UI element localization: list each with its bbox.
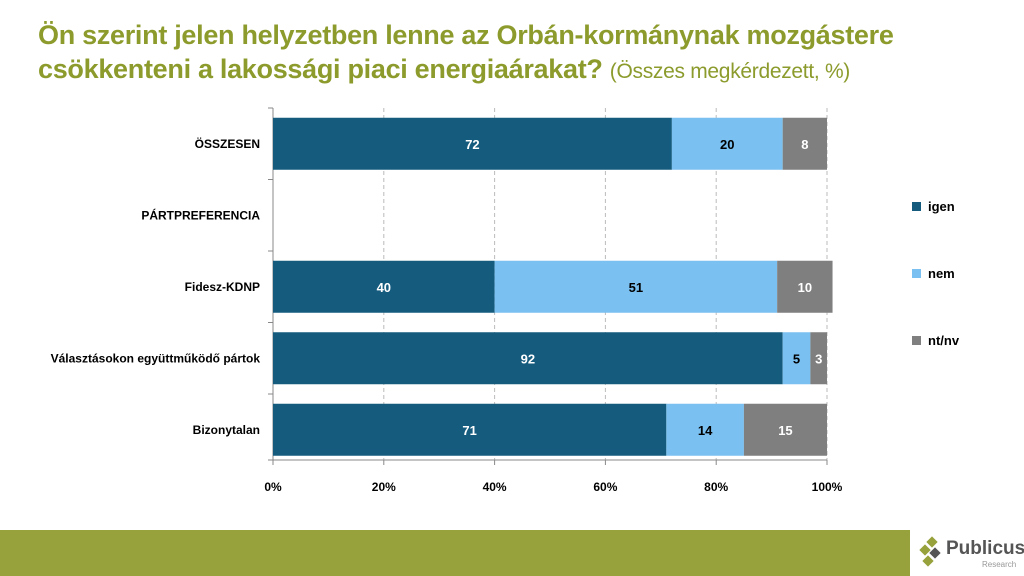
bar-nem (666, 403, 744, 456)
bar-igen (273, 332, 783, 385)
bar-nem (782, 332, 811, 385)
data-label: 10 (798, 280, 812, 295)
logo-diamonds-icon (919, 536, 941, 567)
title-main: Ön szerint jelen helyzetben lenne az Orb… (38, 20, 894, 84)
data-label: 20 (720, 137, 734, 152)
legend-swatch-nem (912, 269, 921, 278)
bar-nem (494, 260, 778, 313)
legend-swatch-nt-nv (912, 336, 921, 345)
footer-band (0, 530, 910, 576)
category-label: Választásokon együttműködő pártok (51, 351, 261, 365)
bar-igen (273, 117, 672, 170)
data-label: 8 (801, 137, 808, 152)
data-label: 40 (377, 280, 391, 295)
data-label: 92 (521, 351, 535, 366)
x-tick-label: 0% (264, 480, 282, 494)
x-tick-label: 80% (704, 480, 728, 494)
data-label: 5 (793, 351, 800, 366)
bar-igen (273, 260, 495, 313)
legend-label: nt/nv (928, 333, 960, 348)
category-label: Bizonytalan (193, 423, 260, 437)
publicus-logo: Publicus Research (918, 536, 1024, 572)
legend-label: igen (928, 199, 955, 214)
data-label: 71 (462, 423, 476, 438)
bar-igen (273, 403, 667, 456)
bar-nt-nv (782, 117, 827, 170)
category-label: ÖSSZESEN (195, 136, 260, 151)
data-label: 72 (465, 137, 479, 152)
logo-sub: Research (982, 560, 1017, 569)
bar-nt-nv (743, 403, 827, 456)
category-label: Fidesz-KDNP (185, 280, 260, 294)
data-label: 14 (698, 423, 713, 438)
bar-nem (671, 117, 783, 170)
logo-name: Publicus (946, 538, 1024, 559)
legend-swatch-igen (912, 202, 921, 211)
data-label: 15 (778, 423, 792, 438)
stacked-bar-chart: 0% 20% 40% 60% 80% 100% ÖSSZESEN 72 20 8 PÁRTPREFE… (51, 107, 960, 494)
x-tick-label: 60% (593, 480, 617, 494)
x-tick-label: 20% (372, 480, 396, 494)
category-label: PÁRTPREFERENCIA (141, 207, 260, 222)
bar-nt-nv (810, 332, 827, 385)
chart-title: Ön szerint jelen helyzetben lenne az Orb… (38, 18, 998, 89)
x-tick-label: 40% (483, 480, 507, 494)
data-label: 51 (629, 280, 643, 295)
bar-nt-nv (777, 260, 833, 313)
x-tick-label: 100% (812, 480, 843, 494)
title-subtitle: (Összes megkérdezett, %) (609, 60, 851, 83)
legend-label: nem (928, 266, 955, 281)
data-label: 3 (815, 351, 822, 366)
